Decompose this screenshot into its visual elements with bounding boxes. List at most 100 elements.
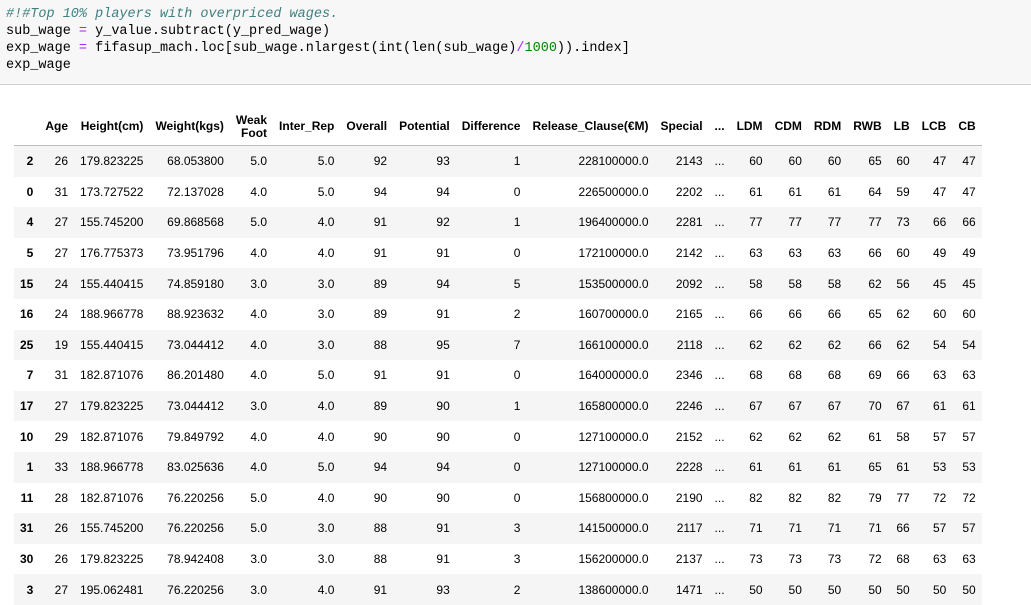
column-header: LDM bbox=[730, 108, 769, 146]
table-cell: 31 bbox=[54, 368, 69, 383]
table-cell: 27 bbox=[39, 207, 75, 238]
code-line: #!#Top 10% players with overpriced wages… bbox=[6, 6, 630, 23]
table-cell: 62 bbox=[896, 307, 910, 322]
table-cell: 82 bbox=[827, 490, 842, 505]
code-cell[interactable]: #!#Top 10% players with overpriced wages… bbox=[0, 0, 1031, 85]
table-cell: 5.0 bbox=[317, 184, 335, 199]
table-cell: 66 bbox=[952, 207, 982, 238]
table-cell: 71 bbox=[847, 513, 888, 544]
table-cell: 73.951796 bbox=[167, 246, 224, 261]
table-cell: 68 bbox=[896, 552, 910, 567]
table-cell: 66 bbox=[827, 307, 842, 322]
table-cell: 5.0 bbox=[250, 490, 268, 505]
table-cell: 4.0 bbox=[229, 451, 274, 483]
table-cell: 3 bbox=[513, 552, 521, 567]
table-cell: 73 bbox=[788, 552, 802, 567]
column-header: ... bbox=[708, 108, 731, 146]
table-cell: 2143 bbox=[654, 145, 709, 177]
table-cell: 33 bbox=[39, 451, 75, 483]
table-cell: 61 bbox=[915, 390, 953, 422]
table-cell: 45 bbox=[952, 268, 982, 299]
table-cell: 65 bbox=[868, 307, 882, 322]
table-cell: 166100000.0 bbox=[526, 329, 655, 361]
table-cell: 79 bbox=[868, 490, 882, 505]
table-cell: 1 bbox=[455, 145, 527, 177]
table-cell: 26 bbox=[39, 145, 75, 177]
table-cell: 141500000.0 bbox=[526, 513, 655, 544]
table-cell: 68.053800 bbox=[149, 145, 230, 177]
table-cell: ... bbox=[708, 513, 731, 544]
table-row: 3 27 195.062481 76.220256 3.0 4.0 91 93 2 1386000… bbox=[14, 574, 982, 605]
table-cell: 1 bbox=[455, 207, 527, 238]
table-cell: 0 bbox=[513, 246, 521, 261]
table-cell: 60 bbox=[807, 145, 848, 177]
table-cell: 3.0 bbox=[273, 268, 341, 299]
table-cell: 155.745200 bbox=[74, 207, 150, 238]
table-cell: 172100000.0 bbox=[578, 246, 649, 261]
table-cell: 67 bbox=[887, 390, 916, 422]
table-cell: 62 bbox=[749, 429, 763, 444]
table-cell: 67 bbox=[768, 390, 808, 422]
table-cell: 59 bbox=[896, 184, 910, 199]
table-cell: 156200000.0 bbox=[578, 552, 649, 567]
table-cell: 90 bbox=[373, 429, 388, 444]
table-row: 5 27 176.775373 73.951796 4.0 4.0 91 91 0 1721000… bbox=[14, 238, 982, 269]
table-cell: 182.871076 bbox=[80, 429, 144, 444]
row-index: 10 bbox=[20, 429, 34, 444]
table-cell: 2142 bbox=[675, 246, 703, 261]
code-editor[interactable]: #!#Top 10% players with overpriced wages… bbox=[6, 6, 630, 74]
table-cell: 2092 bbox=[654, 268, 709, 299]
table-cell: 63 bbox=[932, 552, 947, 567]
table-row: 30 26 179.823225 78.942408 3.0 3.0 88 91 3 156200… bbox=[14, 544, 982, 575]
table-cell: 127100000.0 bbox=[578, 429, 649, 444]
code-comment: #!#Top 10% players with overpriced wages… bbox=[6, 7, 339, 22]
table-cell: 61 bbox=[749, 184, 763, 199]
column-header: Overall bbox=[340, 108, 394, 146]
table-cell: ... bbox=[708, 329, 731, 361]
table-cell: 4.0 bbox=[273, 207, 341, 238]
table-cell: 50 bbox=[887, 574, 916, 605]
table-cell: 155.440415 bbox=[74, 268, 150, 299]
table-cell: 179.823225 bbox=[80, 552, 144, 567]
table-cell: 91 bbox=[373, 368, 388, 383]
table-cell: 4.0 bbox=[317, 429, 335, 444]
table-cell: 94 bbox=[340, 451, 394, 483]
table-cell: 89 bbox=[340, 268, 394, 299]
table-cell: 26 bbox=[39, 513, 75, 544]
table-cell: 92 bbox=[393, 207, 456, 238]
column-header: RWB bbox=[847, 108, 888, 146]
table-cell: 160700000.0 bbox=[578, 307, 649, 322]
table-cell: 228100000.0 bbox=[526, 145, 655, 177]
table-header-row: Age Height(cm) Weight(kgs) Weak Foot Inter_R… bbox=[14, 108, 982, 146]
table-cell: 50 bbox=[807, 574, 848, 605]
table-cell: 95 bbox=[393, 329, 456, 361]
table-cell: 57 bbox=[932, 429, 947, 444]
table-cell: 72 bbox=[932, 490, 947, 505]
table-cell: 77 bbox=[847, 207, 888, 238]
table-cell: 49 bbox=[962, 246, 976, 261]
table-cell: 196400000.0 bbox=[526, 207, 655, 238]
table-cell: 50 bbox=[915, 574, 953, 605]
table-cell: 62 bbox=[730, 329, 769, 361]
table-cell: 90 bbox=[436, 490, 450, 505]
table-cell: 78.942408 bbox=[167, 552, 224, 567]
table-cell: 90 bbox=[436, 429, 450, 444]
row-index: 2 bbox=[14, 145, 40, 177]
table-row: 17 27 179.823225 73.044412 3.0 4.0 89 90 1 165800… bbox=[14, 390, 982, 422]
table-cell: 47 bbox=[962, 184, 976, 199]
table-cell: 89 bbox=[340, 390, 394, 422]
table-cell: 179.823225 bbox=[74, 390, 150, 422]
table-cell: 68 bbox=[749, 368, 763, 383]
table-cell: 5.0 bbox=[273, 145, 341, 177]
table-cell: 60 bbox=[730, 145, 769, 177]
table-cell: 62 bbox=[768, 329, 808, 361]
table-row: 10 29 182.871076 79.849792 4.0 4.0 90 90 0 127100… bbox=[14, 421, 982, 452]
table-cell: 0 bbox=[513, 184, 521, 199]
table-cell: 91 bbox=[436, 368, 450, 383]
table-cell: 54 bbox=[952, 329, 982, 361]
table-cell: 61 bbox=[788, 184, 802, 199]
table-cell: 82 bbox=[788, 490, 802, 505]
table-cell: 86.201480 bbox=[167, 368, 224, 383]
table-cell: 61 bbox=[952, 390, 982, 422]
table-cell: 73 bbox=[887, 207, 916, 238]
